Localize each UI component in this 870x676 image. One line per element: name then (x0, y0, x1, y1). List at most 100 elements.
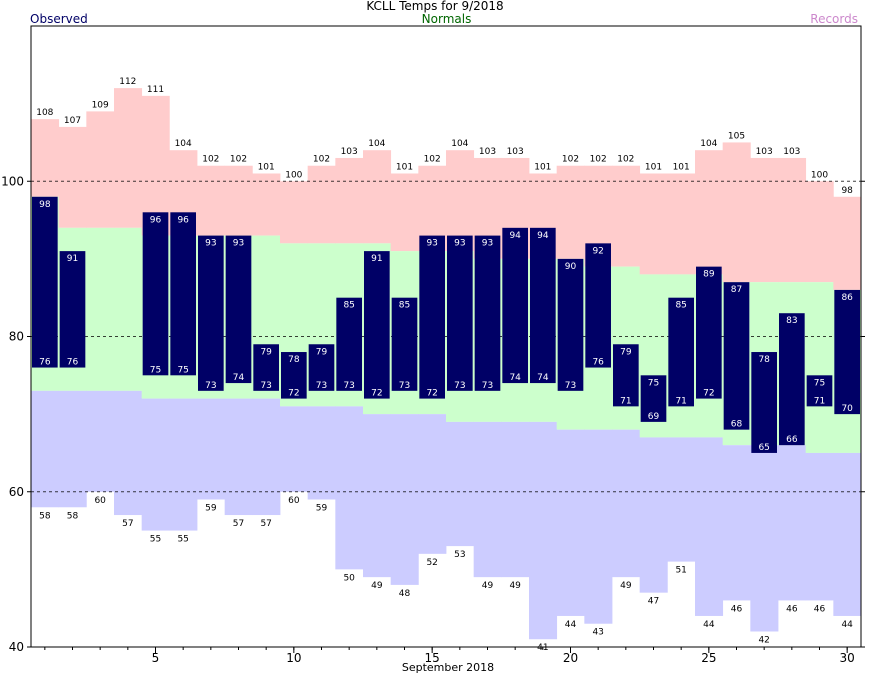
record-low-band (667, 437, 696, 562)
observed-high-label: 94 (509, 231, 521, 241)
record-low-label: 59 (316, 504, 328, 514)
record-high-label: 104 (368, 139, 385, 149)
record-high-label: 103 (341, 147, 358, 157)
observed-bar (198, 235, 224, 391)
record-high-band (556, 165, 585, 259)
observed-bar (585, 243, 611, 368)
record-low-band (584, 429, 613, 624)
observed-high-label: 91 (371, 254, 382, 264)
record-low-band (722, 445, 751, 601)
x-tick-label: 25 (701, 651, 716, 665)
record-low-label: 44 (841, 620, 853, 630)
observed-high-label: 91 (67, 254, 78, 264)
observed-high-label: 86 (841, 293, 853, 303)
observed-bar (170, 212, 196, 376)
observed-low-label: 73 (343, 381, 354, 391)
record-high-label: 102 (590, 155, 607, 165)
observed-bar (364, 251, 390, 399)
record-high-label: 98 (841, 186, 853, 196)
observed-high-label: 85 (675, 301, 686, 311)
observed-bar (779, 313, 805, 446)
observed-bar (613, 344, 639, 407)
record-low-label: 57 (260, 519, 271, 529)
record-low-band (58, 390, 87, 508)
record-low-band (833, 452, 862, 616)
record-low-band (114, 390, 143, 516)
observed-low-label: 69 (648, 412, 660, 422)
record-high-band (252, 173, 281, 236)
record-low-band (778, 445, 807, 601)
record-low-band (529, 421, 558, 640)
record-low-band (556, 429, 585, 616)
observed-bar (32, 196, 58, 368)
observed-bar (308, 344, 335, 391)
observed-low-label: 73 (260, 381, 271, 391)
normal-band (805, 282, 834, 453)
record-high-label: 100 (285, 170, 302, 180)
record-low-band (31, 390, 60, 508)
record-high-label: 105 (728, 131, 745, 141)
record-high-label: 103 (756, 147, 773, 157)
observed-low-label: 71 (620, 396, 631, 406)
observed-low-label: 73 (316, 381, 327, 391)
record-low-band (197, 398, 226, 500)
x-tick-label: 20 (563, 651, 578, 665)
record-high-label: 107 (64, 116, 81, 126)
record-high-band (31, 119, 60, 197)
observed-low-label: 75 (177, 365, 188, 375)
observed-low-label: 74 (509, 373, 521, 383)
chart-title: KCLL Temps for 9/2018 (366, 0, 504, 13)
record-low-label: 46 (786, 604, 798, 614)
record-high-label: 103 (479, 147, 496, 157)
record-high-label: 111 (147, 85, 164, 95)
record-low-band (224, 398, 253, 516)
record-high-label: 104 (700, 139, 717, 149)
observed-low-label: 76 (39, 358, 51, 368)
record-low-label: 49 (482, 581, 494, 591)
record-low-band (169, 398, 198, 531)
observed-high-label: 75 (814, 378, 825, 388)
observed-low-label: 76 (67, 358, 79, 368)
record-low-label: 58 (67, 511, 79, 521)
x-tick-label: 10 (286, 651, 301, 665)
observed-high-label: 83 (786, 316, 797, 326)
record-high-band (58, 126, 87, 228)
observed-high-label: 93 (233, 239, 244, 249)
observed-bar (640, 375, 667, 422)
observed-bar (419, 235, 445, 399)
record-low-label: 57 (233, 519, 244, 529)
record-low-label: 47 (648, 597, 659, 607)
observed-high-label: 96 (177, 215, 189, 225)
y-tick-label: 80 (9, 330, 24, 344)
observed-high-label: 75 (648, 378, 659, 388)
record-high-label: 101 (645, 162, 662, 172)
observed-bar (557, 258, 584, 391)
observed-high-label: 87 (731, 285, 742, 295)
observed-bar (281, 352, 307, 399)
observed-low-label: 72 (426, 389, 437, 399)
observed-bar (253, 344, 279, 391)
observed-high-label: 90 (565, 262, 577, 272)
record-low-label: 60 (94, 496, 106, 506)
observed-high-label: 89 (703, 270, 715, 280)
observed-high-label: 93 (454, 239, 465, 249)
record-low-label: 49 (620, 581, 632, 591)
observed-bar (142, 212, 169, 376)
record-high-band (280, 181, 309, 244)
observed-low-label: 72 (703, 389, 714, 399)
record-high-band (778, 157, 807, 283)
observed-bar (806, 375, 833, 407)
observed-low-label: 72 (288, 389, 299, 399)
observed-high-label: 85 (399, 301, 410, 311)
record-low-band (750, 445, 779, 632)
record-low-label: 44 (565, 620, 577, 630)
observed-bar (59, 251, 86, 368)
observed-bar (668, 297, 694, 407)
observed-high-label: 92 (592, 246, 603, 256)
observed-high-label: 85 (343, 301, 354, 311)
record-low-band (390, 414, 419, 585)
observed-low-label: 73 (205, 381, 216, 391)
record-high-band (722, 142, 751, 283)
record-low-band (695, 437, 724, 616)
